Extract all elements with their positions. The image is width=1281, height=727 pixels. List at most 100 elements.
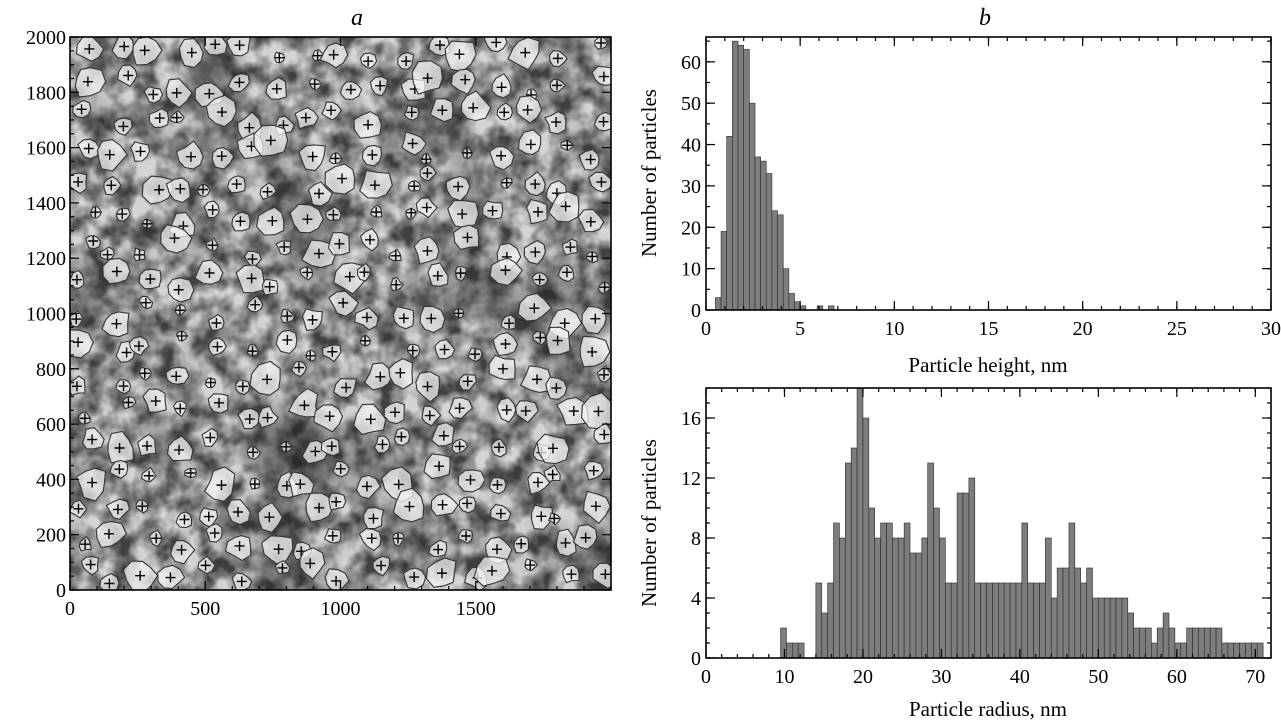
particle-center-cross (504, 318, 515, 329)
particle-outline (167, 435, 194, 462)
particle-center-cross (244, 414, 255, 425)
particle-center-cross (462, 147, 473, 158)
particle-center-cross (324, 411, 335, 422)
radius-bar (1021, 522, 1029, 659)
particle-center-cross (533, 206, 544, 217)
radius-bar (839, 537, 846, 659)
particle-markers (70, 37, 611, 590)
radius-bar (1045, 537, 1052, 659)
radius-x-tick-label: 40 (1010, 666, 1030, 688)
particle-center-cross (135, 146, 146, 157)
particle-center-cross (432, 270, 443, 281)
particle-center-cross (203, 511, 214, 522)
particle-center-cross (106, 180, 117, 191)
radius-bar (968, 477, 976, 659)
radius-bar (1221, 642, 1229, 659)
particle-center-cross (76, 104, 87, 115)
particle-center-cross (87, 434, 98, 445)
particle-center-cross (211, 317, 222, 328)
afm-y-tick-label: 0 (56, 580, 66, 602)
particle-center-cross (312, 50, 323, 61)
height-bar (794, 301, 801, 311)
particle-center-cross (114, 464, 125, 475)
height-bar (749, 102, 756, 311)
particle-center-cross (249, 479, 260, 490)
particle-center-cross (599, 429, 610, 440)
particle-center-cross (326, 441, 337, 452)
particle-center-cross (396, 431, 407, 442)
particle-center-cross (547, 469, 558, 480)
radius-bar (792, 642, 799, 659)
particle-center-cross (237, 381, 248, 392)
particle-center-cross (262, 412, 273, 423)
height-frame (705, 36, 1272, 311)
height-bar (720, 231, 728, 311)
particle-center-cross (176, 544, 187, 555)
particle-center-cross (123, 70, 134, 81)
particle-center-cross (144, 470, 155, 481)
particle-center-cross (262, 186, 273, 197)
particle-center-cross (277, 562, 288, 573)
afm-x-tick-label: 500 (190, 598, 220, 620)
radius-x-tick-label: 10 (774, 666, 794, 688)
particle-center-cross (305, 350, 316, 361)
particle-center-cross (345, 84, 356, 95)
panel-a-label: a (351, 5, 363, 31)
particle-center-cross (363, 56, 374, 67)
radius-x-tick-label: 70 (1245, 666, 1265, 688)
particle-center-cross (331, 496, 342, 507)
radius-bar (786, 642, 793, 659)
particle-outline (557, 264, 575, 283)
particle-center-cross (500, 265, 511, 276)
particle-center-cross (552, 80, 563, 91)
particle-center-cross (310, 446, 321, 457)
particle-center-cross (497, 363, 508, 374)
particle-center-cross (302, 214, 313, 225)
particle-center-cross (599, 282, 610, 293)
afm-y-tick-label: 800 (36, 359, 66, 381)
particle-center-cross (457, 209, 468, 220)
height-x-axis: 0 5 10 15 20 25 30 (701, 37, 1281, 340)
particle-center-cross (274, 52, 285, 63)
particle-center-cross (293, 362, 304, 373)
afm-y-tick-label: 2000 (26, 27, 66, 49)
radius-bar (1115, 597, 1123, 659)
particle-center-cross (204, 88, 215, 99)
particle-center-cross (179, 514, 190, 525)
radius-bar (1180, 642, 1187, 659)
radius-y-tick-label: 16 (681, 408, 701, 430)
particle-center-cross (424, 410, 435, 421)
particle-center-cross (421, 202, 432, 213)
radius-bar (998, 582, 1005, 659)
particle-outline (507, 37, 540, 71)
particle-center-cross (104, 149, 115, 160)
height-y-tick-label: 20 (681, 217, 701, 239)
particle-outline (591, 65, 611, 86)
radius-bar (1151, 642, 1158, 659)
radius-bar (1162, 612, 1170, 659)
particle-center-cross (119, 41, 130, 52)
particle-outline (530, 504, 554, 530)
particle-center-cross (422, 381, 433, 392)
particle-center-cross (305, 558, 316, 569)
radius-bar (1039, 582, 1046, 659)
particle-center-cross (123, 397, 134, 408)
particle-center-cross (262, 374, 273, 385)
particle-center-cross (590, 501, 601, 512)
particle-center-cross (174, 305, 185, 316)
particle-center-cross (529, 303, 540, 314)
particle-outline (583, 490, 611, 525)
height-bar (760, 160, 767, 311)
radius-bar (1027, 582, 1034, 659)
particle-center-cross (198, 184, 209, 195)
radius-bar (974, 582, 981, 659)
particle-center-cross (390, 250, 401, 261)
particle-center-cross (121, 347, 132, 358)
particle-center-cross (593, 406, 604, 417)
particle-center-cross (436, 568, 447, 579)
radius-bar (945, 582, 952, 659)
radius-y-tick-label: 4 (691, 588, 701, 610)
particle-center-cross (596, 37, 607, 48)
particle-center-cross (437, 105, 448, 116)
radius-bar (927, 462, 934, 659)
